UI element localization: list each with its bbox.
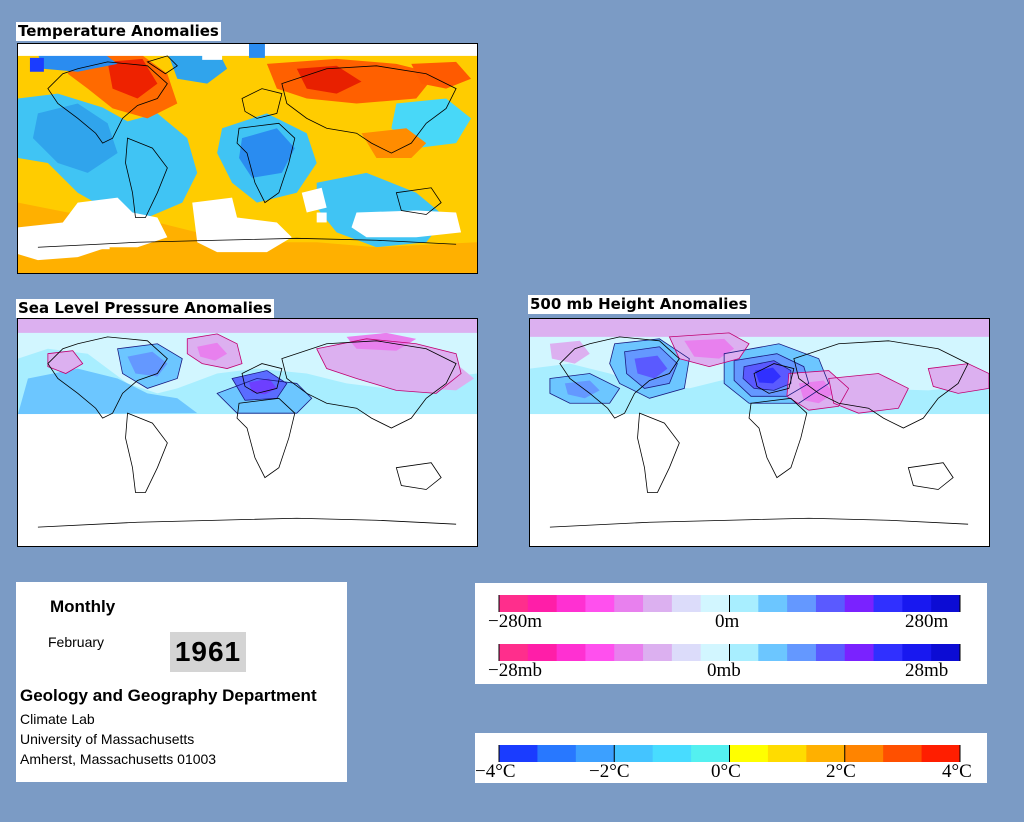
address-line-university: University of Massachusetts bbox=[20, 731, 195, 747]
height-bar-swatch-15 bbox=[902, 595, 932, 612]
height-legend-max: 280m bbox=[905, 611, 949, 632]
temp-bar-swatch-5 bbox=[652, 745, 692, 762]
height-bar-swatch-7 bbox=[671, 595, 702, 612]
pressure-bar-swatch-9 bbox=[729, 644, 759, 661]
address-line-city: Amherst, Massachusetts 01003 bbox=[20, 751, 217, 767]
pressure-bar-swatch-1 bbox=[499, 644, 529, 661]
temperature-color-bar bbox=[498, 745, 961, 762]
year-display: 1961 bbox=[170, 632, 246, 672]
height-bar-swatch-9 bbox=[729, 595, 759, 612]
pressure-bar-swatch-2 bbox=[527, 644, 558, 661]
height-bar-swatch-1 bbox=[499, 595, 529, 612]
height-pressure-legend: −280m 0m 280m −28mb 0mb 28mb bbox=[475, 583, 987, 684]
temp-bar-swatch-6 bbox=[691, 745, 730, 762]
temp-bar-swatch-3 bbox=[575, 745, 615, 762]
temp-bar-swatch-9 bbox=[806, 745, 846, 762]
temp-bar-swatch-10 bbox=[844, 745, 884, 762]
height-legend-min: −280m bbox=[488, 611, 542, 632]
pressure-legend-mid: 0mb bbox=[707, 660, 741, 681]
temp-bar-swatch-7 bbox=[729, 745, 769, 762]
temp-bar-swatch-11 bbox=[883, 745, 923, 762]
slp-anomaly-map[interactable] bbox=[17, 318, 478, 547]
pressure-bar-swatch-4 bbox=[585, 644, 615, 661]
pressure-bar-swatch-13 bbox=[844, 644, 875, 661]
pressure-legend-max: 28mb bbox=[905, 660, 949, 681]
temp-bar-swatch-8 bbox=[767, 745, 807, 762]
height-bar-swatch-5 bbox=[614, 595, 644, 612]
height-bar-swatch-10 bbox=[758, 595, 788, 612]
height-bar-swatch-2 bbox=[527, 595, 558, 612]
height-legend-mid: 0m bbox=[715, 611, 740, 632]
temperature-panel-title: Temperature Anomalies bbox=[16, 22, 221, 41]
pressure-legend-min: −28mb bbox=[488, 660, 542, 681]
frequency-label: Monthly bbox=[50, 597, 116, 616]
temperature-legend: −4°C −2°C 0°C 2°C 4°C bbox=[475, 733, 987, 783]
month-label: February bbox=[48, 634, 105, 650]
height-bar-swatch-8 bbox=[700, 595, 730, 612]
pressure-bar-swatch-5 bbox=[614, 644, 644, 661]
height-bar-swatch-3 bbox=[556, 595, 586, 612]
department-name: Geology and Geography Department bbox=[20, 686, 317, 705]
pressure-color-bar bbox=[498, 644, 961, 661]
height-anomaly-map[interactable] bbox=[529, 318, 990, 547]
temperature-anomaly-map[interactable] bbox=[17, 43, 478, 274]
height-bar-swatch-12 bbox=[815, 595, 846, 612]
temp-bar-swatch-2 bbox=[537, 745, 577, 762]
height-color-bar bbox=[498, 595, 961, 612]
info-panel: Monthly February 1961 Geology and Geogra… bbox=[16, 582, 347, 782]
height-bar-swatch-11 bbox=[787, 595, 817, 612]
temp-bar-swatch-1 bbox=[499, 745, 538, 762]
temp-legend-label-1: −4°C bbox=[475, 761, 516, 782]
pressure-bar-swatch-10 bbox=[758, 644, 788, 661]
pressure-bar-swatch-3 bbox=[556, 644, 586, 661]
pressure-bar-swatch-11 bbox=[787, 644, 817, 661]
temp-legend-label-5: 4°C bbox=[942, 761, 972, 782]
height-bar-swatch-13 bbox=[844, 595, 875, 612]
height-panel-title: 500 mb Height Anomalies bbox=[528, 295, 750, 314]
temp-legend-label-3: 0°C bbox=[711, 761, 741, 782]
address-line-lab: Climate Lab bbox=[20, 711, 95, 727]
pressure-bar-swatch-16 bbox=[931, 644, 961, 661]
pressure-bar-swatch-15 bbox=[902, 644, 932, 661]
temp-bar-swatch-4 bbox=[614, 745, 654, 762]
slp-panel-title: Sea Level Pressure Anomalies bbox=[16, 299, 274, 318]
pressure-bar-swatch-12 bbox=[815, 644, 846, 661]
pressure-bar-swatch-8 bbox=[700, 644, 730, 661]
pressure-bar-swatch-14 bbox=[873, 644, 903, 661]
pressure-bar-swatch-6 bbox=[643, 644, 673, 661]
height-bar-swatch-4 bbox=[585, 595, 615, 612]
pressure-bar-swatch-7 bbox=[671, 644, 702, 661]
temp-legend-label-4: 2°C bbox=[826, 761, 856, 782]
height-bar-swatch-16 bbox=[931, 595, 961, 612]
temp-bar-swatch-12 bbox=[921, 745, 961, 762]
height-bar-swatch-6 bbox=[643, 595, 673, 612]
temp-legend-label-2: −2°C bbox=[589, 761, 630, 782]
height-bar-swatch-14 bbox=[873, 595, 903, 612]
